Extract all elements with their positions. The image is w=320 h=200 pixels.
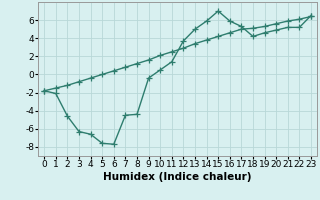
X-axis label: Humidex (Indice chaleur): Humidex (Indice chaleur): [103, 172, 252, 182]
